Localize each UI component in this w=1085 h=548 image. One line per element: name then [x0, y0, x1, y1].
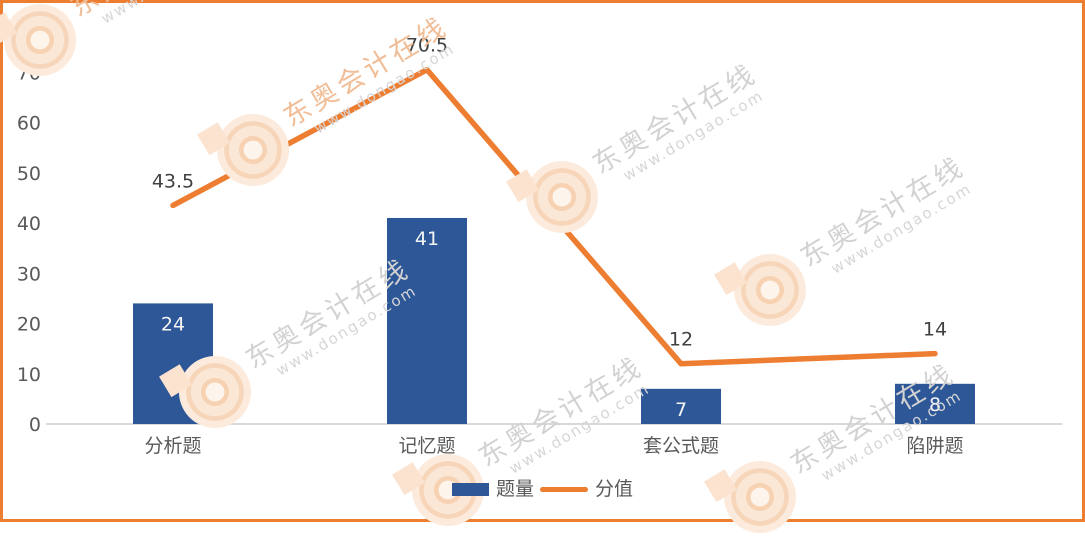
- line-series-swatch: [540, 487, 588, 492]
- y-axis-tick-label: 70: [17, 62, 41, 84]
- y-axis-tick-label: 10: [17, 364, 41, 386]
- line-value-label: 12: [669, 329, 693, 351]
- line-value-label: 43.5: [152, 170, 194, 192]
- legend-label-bar-series: 题量: [495, 478, 534, 500]
- x-axis-category-label: 陷阱题: [906, 435, 963, 457]
- y-axis-tick-label: 40: [17, 213, 41, 235]
- y-axis-tick-label: 60: [17, 113, 41, 135]
- line-value-label: 14: [923, 319, 947, 341]
- x-axis-category-label: 记忆题: [398, 435, 455, 457]
- y-axis-tick-label: 30: [17, 263, 41, 285]
- y-axis-tick-label: 0: [29, 414, 41, 436]
- line-series-path[interactable]: [170, 66, 938, 367]
- bar-value-label: 24: [161, 313, 185, 335]
- bar-value-label: 8: [929, 394, 941, 416]
- bar-value-label: 7: [675, 399, 687, 421]
- line-value-label: 70.5: [406, 35, 448, 57]
- y-axis-tick-label: 20: [17, 314, 41, 336]
- bar-记忆题[interactable]: [387, 217, 467, 424]
- x-axis-category-label: 套公式题: [643, 435, 719, 457]
- legend-label-line-series: 分值: [595, 478, 634, 500]
- bar-series-swatch: [451, 483, 489, 496]
- chart-legend: 题量 分值: [3, 480, 1082, 499]
- bar-陷阱题[interactable]: [895, 383, 975, 424]
- legend-item-line-series[interactable]: 分值: [540, 480, 633, 499]
- bar-value-label: 41: [415, 228, 439, 250]
- x-axis-category-label: 分析题: [144, 435, 201, 457]
- y-axis-tick-label: 50: [17, 163, 41, 185]
- bar-套公式题[interactable]: [641, 388, 721, 424]
- y-axis-tick-label: 80: [17, 12, 41, 34]
- chart-page: { "chart_data": { "type": "combo-bar-lin…: [0, 0, 1085, 522]
- legend-item-bar-series[interactable]: 题量: [451, 478, 534, 500]
- combo-chart: 0 10 20 30 40 50 60 70 80 分析题 记忆题 套公式题 陷阱题 24 41 7 8 43.5…: [17, 12, 1062, 457]
